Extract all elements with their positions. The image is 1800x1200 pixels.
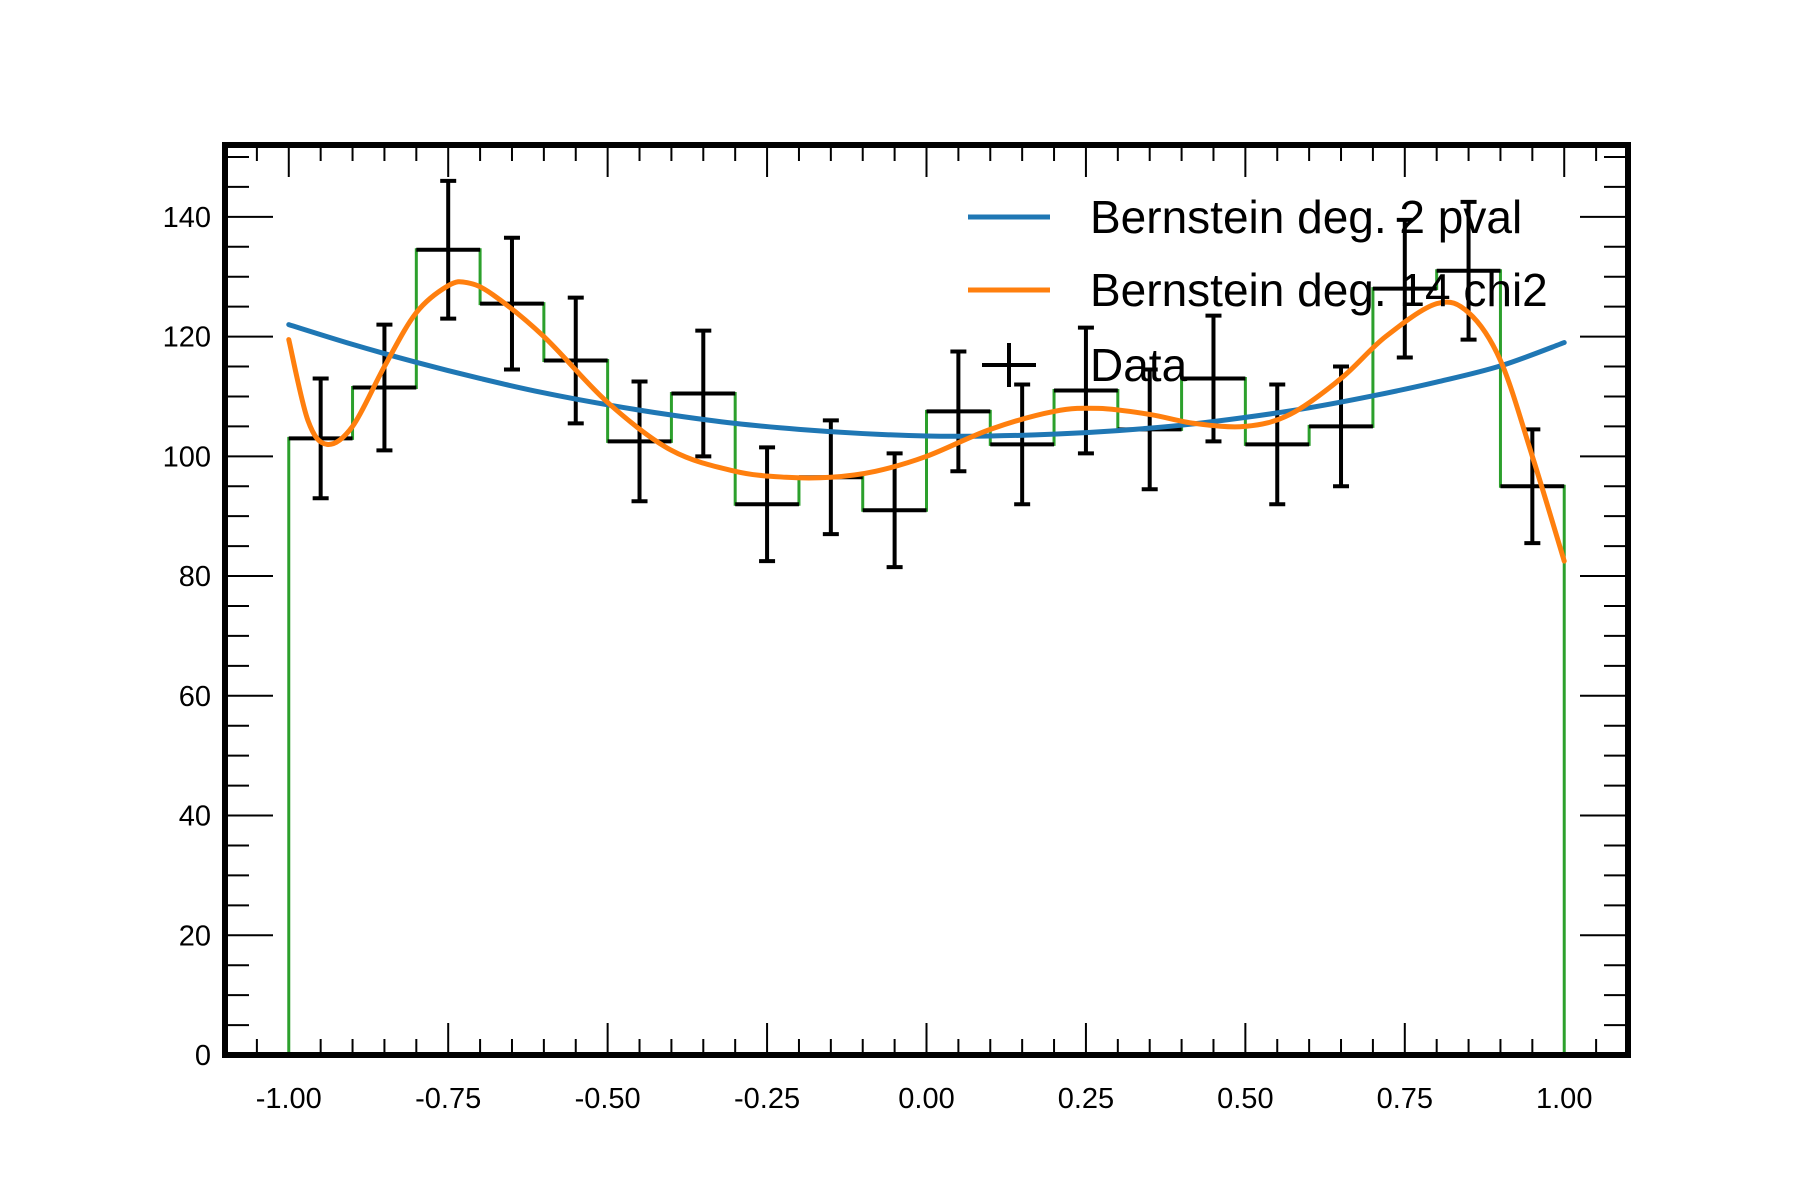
data-point (1436, 199, 1501, 342)
y-tick-label: 40 (179, 801, 211, 833)
x-tick-label: 0.25 (1058, 1083, 1114, 1115)
data-point (416, 178, 481, 321)
data-point (1372, 217, 1437, 360)
axis-ticks (225, 145, 1628, 1056)
x-tick-label: -1.00 (256, 1083, 322, 1115)
x-tick-label: -0.25 (734, 1083, 800, 1115)
data-point (1309, 364, 1373, 489)
x-tick-label: -0.75 (415, 1083, 481, 1115)
data-point (671, 328, 736, 459)
data-point (480, 235, 544, 372)
legend-label: Bernstein deg. 14 chi2 (1090, 264, 1548, 316)
histogram-step (287, 248, 1566, 1055)
y-tick-labels: 0 20 40 60 80 100 120 140 (163, 202, 211, 1072)
data-point (926, 349, 991, 474)
data-errorbars (288, 178, 1565, 570)
fit-curves (286, 279, 1567, 564)
data-point (352, 322, 417, 453)
y-tick-label: 100 (163, 441, 211, 473)
x-tick-labels: -1.00 -0.75 -0.50 -0.25 0.00 0.25 0.50 0.75 1.00 (256, 1083, 1593, 1115)
data-point (607, 379, 672, 504)
data-point (735, 445, 799, 564)
legend: Bernstein deg. 2 pval Bernstein deg. 14 c… (968, 191, 1548, 391)
y-tick-label: 140 (163, 202, 211, 234)
y-tick-label: 120 (163, 322, 211, 354)
histogram (287, 248, 1566, 1055)
x-tick-label: -0.50 (575, 1083, 641, 1115)
y-tick-label: 0 (195, 1040, 211, 1072)
data-point (990, 382, 1055, 507)
axes-frame (222, 142, 1631, 1058)
series-line-deg14 (286, 279, 1567, 564)
data-point (862, 451, 927, 570)
y-tick-label: 80 (179, 561, 211, 593)
y-tick-label: 20 (179, 920, 211, 952)
x-tick-label: 0.50 (1217, 1083, 1273, 1115)
x-tick-label: 0.75 (1377, 1083, 1433, 1115)
data-point (543, 295, 608, 426)
legend-label: Data (1090, 339, 1188, 391)
series-line-deg2 (286, 322, 1567, 439)
data-point (1245, 382, 1310, 507)
y-tick-label: 60 (179, 681, 211, 713)
x-tick-label: 1.00 (1536, 1083, 1592, 1115)
x-tick-label: 0.00 (898, 1083, 954, 1115)
legend-label: Bernstein deg. 2 pval (1090, 191, 1522, 243)
